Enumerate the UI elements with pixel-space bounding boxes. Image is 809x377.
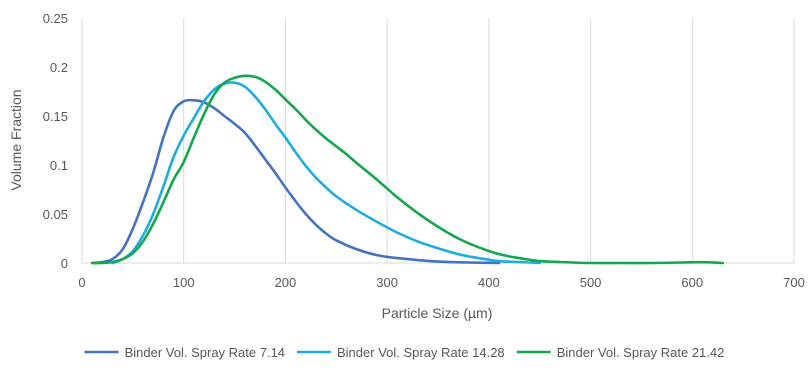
legend-item-2: Binder Vol. Spray Rate 14.28 (297, 345, 505, 360)
x-tick-label-4: 400 (478, 275, 500, 290)
y-tick-label-0: 0 (61, 256, 68, 271)
x-tick-label-6: 600 (681, 275, 703, 290)
x-tick-label-1: 100 (173, 275, 195, 290)
x-tick-label-0: 0 (78, 275, 85, 290)
y-tick-label-5: 0.25 (43, 11, 68, 26)
legend-item-1: Binder Vol. Spray Rate 7.14 (84, 345, 285, 360)
y-tick-label-2: 0.1 (50, 158, 68, 173)
x-tick-label-3: 300 (376, 275, 398, 290)
legend-label-3: Binder Vol. Spray Rate 21.42 (557, 345, 725, 360)
legend-item-3: Binder Vol. Spray Rate 21.42 (516, 345, 725, 360)
legend-label-1: Binder Vol. Spray Rate 7.14 (125, 345, 285, 360)
legend-items: Binder Vol. Spray Rate 7.14 Binder Vol. S… (84, 345, 725, 360)
y-tick-label-1: 0.05 (43, 207, 68, 222)
x-tick-label-7: 700 (783, 275, 805, 290)
y-axis-title: Volume Fraction (8, 89, 24, 190)
x-axis-title: Particle Size (µm) (382, 305, 493, 321)
legend-label-2: Binder Vol. Spray Rate 14.28 (337, 345, 505, 360)
series-line-3 (90, 74, 725, 265)
series-line-1 (90, 98, 501, 265)
series-lines (90, 74, 725, 265)
y-tick-label-4: 0.2 (50, 60, 68, 75)
x-tick-label-2: 200 (275, 275, 297, 290)
tick-labels: 0 100 200 300 400 500 600 700 0 0.05 0.1 0.15 0.2 0.2… (43, 11, 805, 290)
legend: Binder Vol. Spray Rate 7.14 Binder Vol. S… (84, 345, 725, 360)
y-tick-label-3: 0.15 (43, 109, 68, 124)
x-tick-label-5: 500 (580, 275, 602, 290)
series-line-2 (111, 81, 542, 265)
